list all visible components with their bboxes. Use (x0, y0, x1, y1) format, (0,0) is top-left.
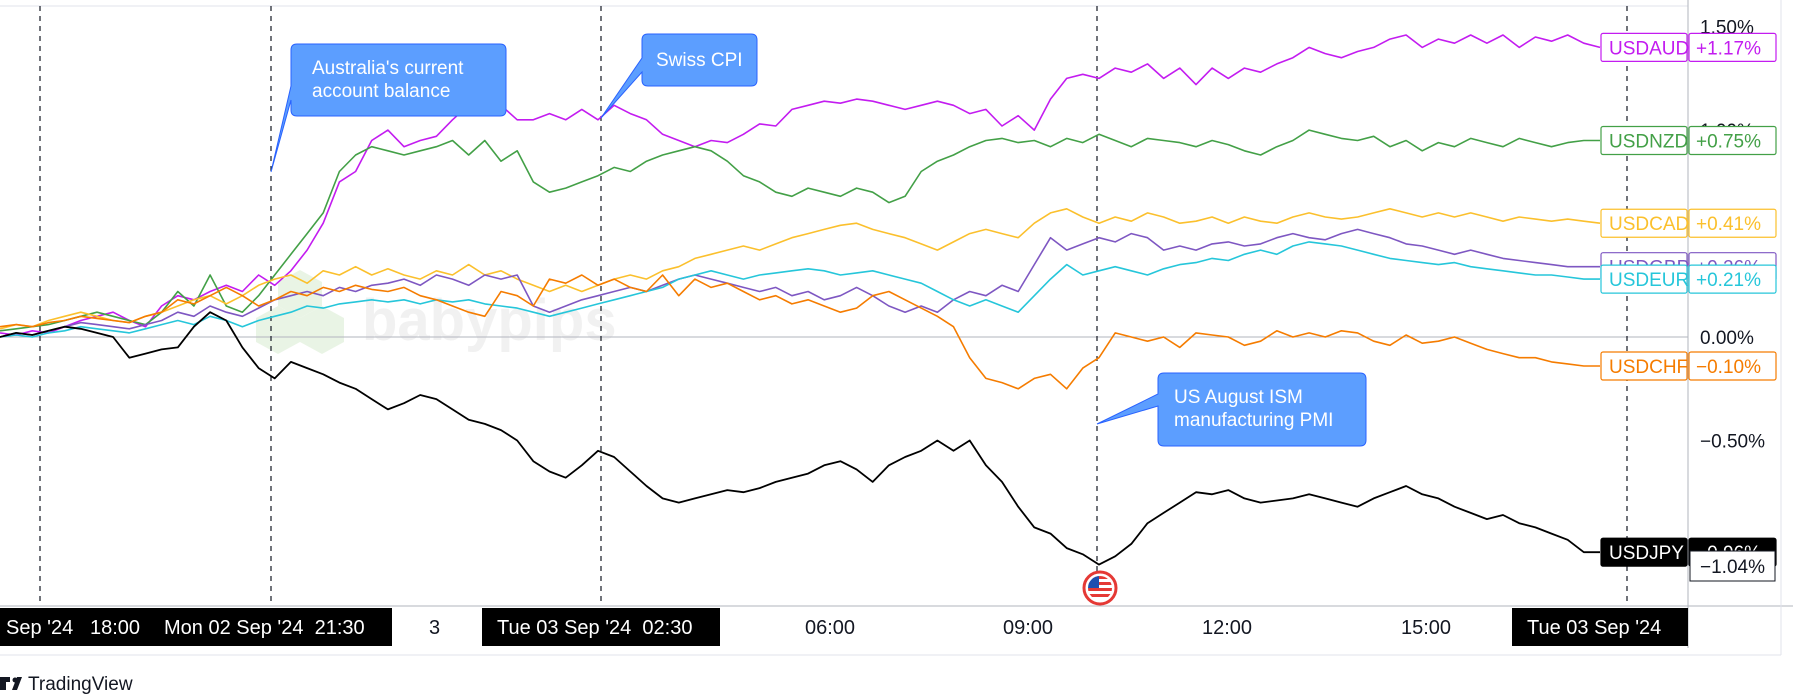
time-label-0600: 06:00 (805, 617, 855, 639)
tradingview-logo-icon (0, 677, 22, 690)
series-line-usdaud[interactable] (0, 34, 1601, 336)
us-flag-event-icon[interactable] (1082, 570, 1118, 606)
series-value-label: −0.10% (1696, 357, 1761, 378)
time-label-3: 3 (429, 617, 440, 639)
last-price-label: −1.04% (1689, 550, 1776, 582)
time-axis[interactable]: Sep '24 18:00 Mon 02 Sep '24 21:30 3 Tue… (0, 608, 1688, 646)
series-value-box (1688, 125, 1777, 156)
tradingview-brand-text: TradingView (28, 674, 133, 695)
series-line-usdeur[interactable] (0, 241, 1600, 338)
series-value-label: +0.21% (1696, 270, 1761, 291)
series-tag-usdcad[interactable]: USDCAD +0.41% (1600, 208, 1777, 238)
time-label-0900: 09:00 (1003, 617, 1053, 639)
time-highlight-right (1512, 608, 1688, 646)
series-name-box (1600, 537, 1688, 567)
series-tag-usdchf[interactable]: USDCHF −0.10% (1600, 351, 1777, 381)
series-value-box (1688, 208, 1777, 238)
series-line-usdgbp[interactable] (0, 228, 1600, 338)
price-tick-label: 0.00% (1700, 328, 1754, 349)
series-tag-usdnzd[interactable]: USDNZD +0.75% (1600, 125, 1777, 156)
series-value-box (1688, 264, 1777, 294)
series-name-label: USDCHF (1609, 357, 1688, 378)
series-tag-usdeur[interactable]: USDEUR +0.21% (1600, 264, 1777, 294)
annotation-australia-line1: Australia's current (312, 58, 464, 79)
series-name-label: USDJPY (1609, 543, 1684, 564)
time-highlight-left (0, 608, 392, 646)
annotation-us-ism-line2: manufacturing PMI (1174, 410, 1333, 431)
series-name-box (1600, 208, 1688, 238)
series-name-label: USDAUD (1609, 38, 1689, 59)
time-highlight-mid (482, 608, 720, 646)
annotation-australia[interactable]: Australia's current account balance (270, 43, 507, 173)
series-tag-usdaud[interactable]: USDAUD +1.17% (1600, 32, 1777, 62)
series-value-box (1688, 351, 1777, 381)
series-name-label: USDCAD (1609, 214, 1689, 235)
annotation-swiss-cpi[interactable]: Swiss CPI (600, 33, 758, 119)
series-value-label: +0.75% (1696, 131, 1761, 152)
series-name-box (1600, 351, 1688, 381)
series-line-usdcad[interactable] (0, 208, 1601, 330)
series-name-label: USDEUR (1609, 270, 1689, 291)
series-name-box (1600, 264, 1688, 294)
last-price-text: −1.04% (1700, 557, 1765, 578)
time-label-1200: 12:00 (1202, 617, 1252, 639)
time-label-1500: 15:00 (1401, 617, 1451, 639)
price-tick-label: −0.50% (1700, 431, 1765, 452)
series-line-usdnzd[interactable] (0, 129, 1600, 332)
time-label-tue03: Tue 03 Sep '24 (1527, 617, 1661, 639)
time-label-sep24: Sep '24 (6, 617, 73, 639)
series-name-box (1600, 125, 1688, 156)
series-line-usdchf[interactable] (0, 274, 1600, 390)
series-name-label: USDNZD (1609, 131, 1688, 152)
series-line-usdjpy[interactable] (0, 311, 1600, 566)
watermark-text: babypips (362, 288, 617, 353)
annotation-us-ism-line1: US August ISM (1174, 387, 1303, 408)
series-name-box (1600, 32, 1688, 62)
series-lines (0, 34, 1601, 566)
annotation-swiss-cpi-text: Swiss CPI (656, 50, 743, 71)
annotation-australia-line2: account balance (312, 81, 450, 102)
series-value-label: +0.41% (1696, 214, 1761, 235)
time-label-1800: 18:00 (90, 617, 140, 639)
time-label-tue03-0230: Tue 03 Sep '24 02:30 (497, 617, 692, 639)
series-value-box (1688, 32, 1777, 62)
series-value-label: +1.17% (1696, 38, 1761, 59)
annotation-us-ism[interactable]: US August ISM manufacturing PMI (1096, 372, 1367, 447)
time-label-mon02: Mon 02 Sep '24 21:30 (164, 617, 365, 639)
tradingview-logo[interactable]: TradingView (0, 674, 133, 695)
